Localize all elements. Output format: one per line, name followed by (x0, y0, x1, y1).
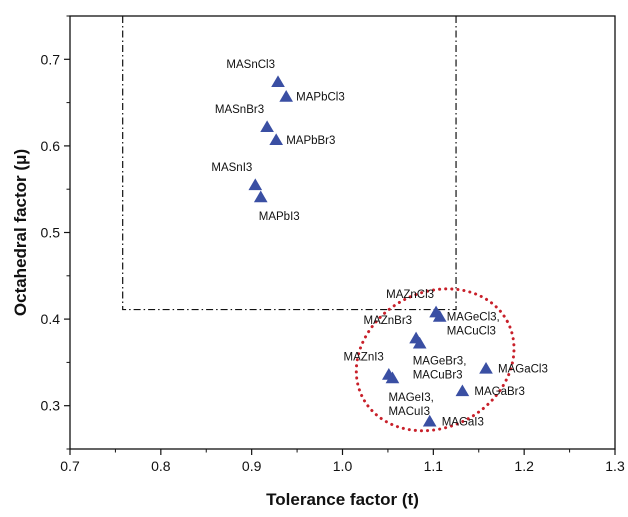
data-point-triangle (260, 120, 274, 132)
data-point-label: MAGeBr3, MACuBr3 (413, 355, 467, 381)
y-axis-title: Octahedral factor (μ) (11, 149, 30, 316)
y-tick-label: 0.6 (41, 138, 61, 154)
x-tick-label: 0.9 (242, 458, 262, 474)
y-tick-label: 0.4 (41, 311, 61, 327)
data-point-label: MAZnCl3 (386, 289, 434, 301)
data-point-label: MAGeI3, MACuI3 (388, 392, 433, 418)
data-point-label: MAGaCl3 (498, 363, 548, 375)
data-point-triangle (456, 384, 470, 396)
data-point-label: MAGaBr3 (474, 386, 525, 398)
x-tick-label: 0.8 (151, 458, 171, 474)
y-tick-label: 0.3 (41, 398, 61, 414)
plot-frame (70, 16, 615, 449)
data-point-label: MASnBr3 (215, 104, 264, 116)
data-point-label: MAGaI3 (442, 416, 484, 428)
x-tick-label: 1.3 (605, 458, 625, 474)
data-point-label: MAZnI3 (344, 352, 384, 364)
data-point-label: MAPbCl3 (296, 92, 345, 104)
axes-layer: 0.7 0.8 0.9 1.0 1.1 1.2 1.3 0.3 0.4 0.5 0.6 0.7 (41, 16, 625, 474)
x-tick-label: 1.2 (514, 458, 534, 474)
y-tick-label: 0.5 (41, 225, 61, 241)
y-tick-label: 0.7 (41, 51, 61, 67)
x-axis-title: Tolerance factor (t) (266, 490, 419, 509)
data-point-triangle (254, 190, 268, 202)
data-point-triangle (279, 90, 293, 102)
data-marks-layer: MASnCl3 MAPbCl3 MASnBr3 MAPbBr3 MASnI3 MAPbI3… (211, 59, 547, 428)
data-point-label: MAZnBr3 (363, 315, 412, 327)
x-tick-label: 1.0 (333, 458, 353, 474)
x-tick-label: 0.7 (60, 458, 80, 474)
stability-region-boundary (123, 16, 456, 310)
data-point-label: MASnCl3 (226, 59, 275, 71)
data-point-label: MASnI3 (211, 162, 252, 174)
data-point-triangle (269, 133, 283, 145)
x-tick-label: 1.1 (424, 458, 444, 474)
data-point-label: MAPbBr3 (286, 135, 335, 147)
data-point-triangle (479, 362, 493, 374)
data-point-label: MAGeCl3, MACuCl3 (447, 312, 500, 338)
data-point-label: MAPbI3 (259, 211, 300, 223)
data-point-triangle (248, 178, 262, 190)
data-point-triangle (271, 75, 285, 87)
